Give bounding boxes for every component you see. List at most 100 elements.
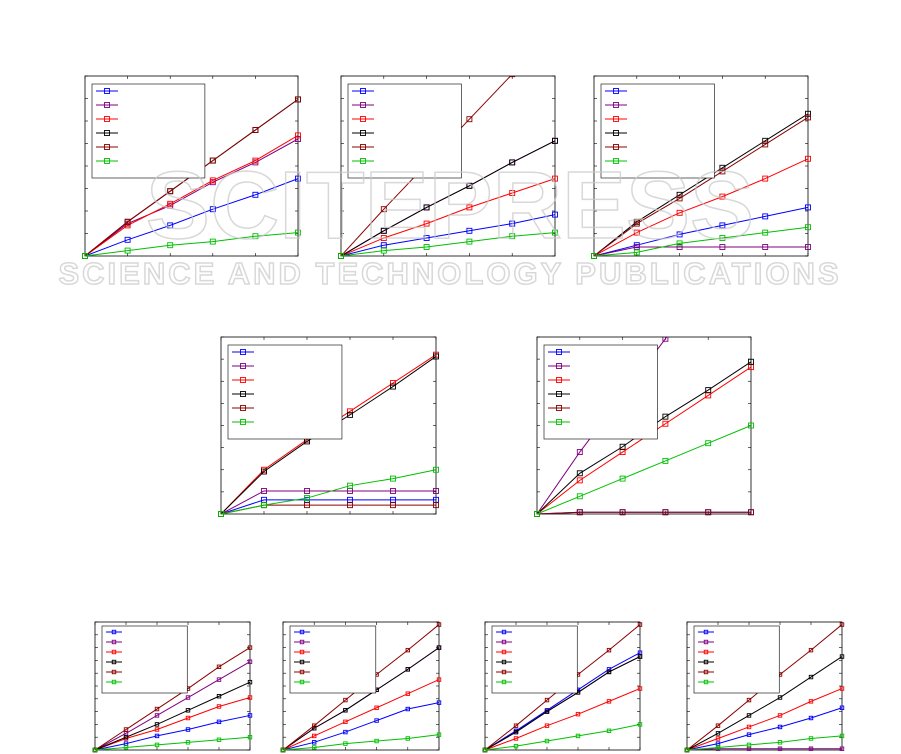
series-line [84,178,299,257]
point-marker [185,727,191,732]
legend-marker [501,669,507,675]
point-marker [576,470,583,477]
legend [289,625,377,694]
point-marker [808,699,814,704]
point-marker [436,677,442,682]
point-marker [777,740,783,745]
series-line [340,178,556,257]
point-marker [619,443,626,450]
legend-marker [111,629,117,635]
point-marker [719,244,726,250]
point-marker [715,731,721,736]
legend-marker [556,419,562,425]
point-marker [513,736,519,741]
series-line [94,647,251,751]
legend-box [347,83,462,179]
series-line [686,656,843,751]
watermark-title: SCITEPRESS [146,152,754,259]
chart [218,336,439,517]
series-line [84,134,299,257]
point-marker [295,96,301,103]
point-marker [552,175,558,182]
point-marker [705,509,712,516]
series-line [94,681,251,751]
point-marker [124,236,131,243]
legend [491,625,578,694]
point-marker [746,713,752,718]
point-marker [762,229,769,236]
point-marker [347,482,353,489]
series-line [686,707,843,751]
point-marker [216,719,222,725]
legend-marker [104,102,110,108]
point-marker [185,695,191,700]
legend-marker [240,391,246,397]
point-marker [390,380,396,386]
point-marker [719,193,726,200]
point-marker [380,235,387,241]
legend-marker [613,88,619,94]
legend-marker [299,659,305,665]
chart [280,621,442,753]
point-marker [637,654,643,659]
point-marker [304,502,310,509]
point-marker [423,204,430,211]
point-marker [762,244,769,250]
point-marker [805,224,811,231]
point-marker [553,27,558,32]
point-marker [154,722,160,727]
point-marker [808,715,814,721]
point-marker [808,736,814,741]
point-marker [347,411,353,418]
point-marker [552,211,558,218]
point-marker [405,647,410,653]
legend-marker [501,649,507,655]
point-marker [374,718,379,723]
series-line [484,652,641,751]
point-marker [637,622,643,627]
point-marker [839,733,845,739]
point-marker [347,502,353,509]
point-marker [746,742,752,748]
point-marker [252,157,259,164]
point-marker [552,137,558,144]
legend [543,344,658,440]
point-marker [209,157,216,164]
point-marker [154,713,160,718]
point-marker [247,735,253,740]
point-marker [185,715,191,721]
point-marker [312,723,317,728]
point-marker [719,235,726,241]
point-marker [762,141,769,148]
legend-marker [556,363,562,369]
series-line [340,140,556,257]
legend-marker [104,158,110,164]
point-marker [295,136,301,142]
legend [347,83,462,179]
point-marker [82,253,88,259]
point-marker [606,667,612,672]
point-marker [167,242,174,249]
point-marker [606,699,612,704]
point-marker [805,204,811,211]
point-marker [154,706,160,712]
series-line [220,499,436,515]
legend-marker [299,629,305,635]
legend-marker [111,659,117,665]
point-marker [216,677,222,682]
point-marker [123,727,129,732]
chart [684,621,845,753]
point-marker [423,220,430,227]
chart [482,621,643,753]
point-marker [433,502,439,509]
point-marker [380,247,387,254]
series-line [593,113,809,257]
point-marker [167,200,174,207]
point-marker [576,477,583,484]
point-marker [343,697,348,703]
point-marker [513,743,519,749]
point-marker [705,440,712,447]
point-marker [154,733,160,739]
point-marker [247,679,253,685]
point-marker [544,709,550,714]
